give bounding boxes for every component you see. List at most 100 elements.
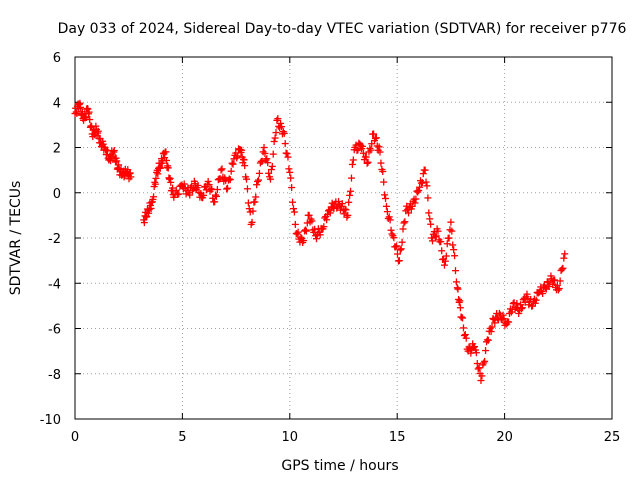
data-point [140,219,148,227]
data-point [425,209,433,217]
data-point [255,169,263,177]
data-point [499,311,507,319]
data-point [419,170,427,178]
data-point [462,334,470,342]
data-point [284,153,292,161]
data-point [382,202,390,210]
y-tick-label: 6 [53,51,61,66]
data-point [354,146,362,154]
data-point [438,247,446,255]
x-tick-label: 15 [389,430,406,445]
data-point [518,304,526,312]
data-point [451,252,459,260]
y-tick-label: -2 [48,232,61,247]
y-tick-label: 4 [53,96,61,111]
data-point [372,134,380,142]
data-point [335,197,343,205]
data-point [294,228,302,236]
data-point [500,315,508,323]
data-point [258,157,266,165]
data-point [200,191,208,199]
data-point [423,182,431,190]
data-point [452,267,460,275]
data-point [213,186,221,194]
data-point [427,220,435,228]
data-point [218,165,226,173]
data-point [398,238,406,246]
data-point [558,265,566,273]
chart-title: Day 033 of 2024, Sidereal Day-to-day VTE… [58,21,627,37]
data-point [342,206,350,214]
axis-ticks: 0 5 10 15 20 25 -10 -8 -6 -4 -2 0 2 4 6 [40,51,621,445]
data-point [290,208,298,216]
data-point [531,299,539,307]
data-point [212,192,220,200]
data-point [482,347,490,355]
data-point [401,218,409,226]
data-point [94,127,102,135]
y-tick-label: -6 [48,323,61,338]
data-point [363,159,371,167]
data-point [461,331,469,339]
data-point [397,245,405,253]
data-point [454,285,462,293]
data-point [456,304,464,312]
y-tick-label: 2 [53,142,61,157]
data-point [505,318,513,326]
data-point [228,159,236,167]
data-point [370,130,378,138]
data-point [326,209,334,217]
data-point [229,160,237,168]
data-point [515,309,523,317]
data-point [234,152,242,160]
data-point [396,246,404,254]
data-point [150,193,158,201]
data-point [312,235,320,243]
data-point [472,349,480,357]
data-point [473,360,481,368]
data-point [110,147,118,155]
data-point [475,364,483,372]
data-point [456,297,464,305]
data-point [422,178,430,186]
data-point [270,138,278,146]
data-point [441,257,449,265]
data-point [300,237,308,245]
data-point [205,181,213,189]
data-point [77,103,85,111]
data-point [113,157,121,165]
data-point [399,225,407,233]
data-point [164,164,172,172]
data-point [353,147,361,155]
data-point [347,174,355,182]
data-point [416,183,424,191]
data-point [268,162,276,170]
data-point [264,159,272,167]
data-point [491,319,499,327]
data-point [241,162,249,170]
data-point [263,155,271,163]
data-point [316,231,324,239]
data-point [226,176,234,184]
data-point [458,313,466,321]
data-point [362,153,370,161]
data-point [532,296,540,304]
data-point [320,223,328,231]
data-point [305,211,313,219]
data-point [286,168,294,176]
x-tick-label: 0 [71,430,79,445]
data-series [71,99,569,385]
data-point [348,160,356,168]
data-point [127,173,135,181]
data-point [225,175,233,183]
data-point [302,227,310,235]
data-point [523,290,531,298]
data-point [560,254,568,262]
data-point [481,357,489,365]
data-point [346,191,354,199]
data-point [172,186,180,194]
x-tick-label: 5 [178,430,186,445]
data-point [86,116,94,124]
data-point [541,284,549,292]
data-point [459,314,467,322]
